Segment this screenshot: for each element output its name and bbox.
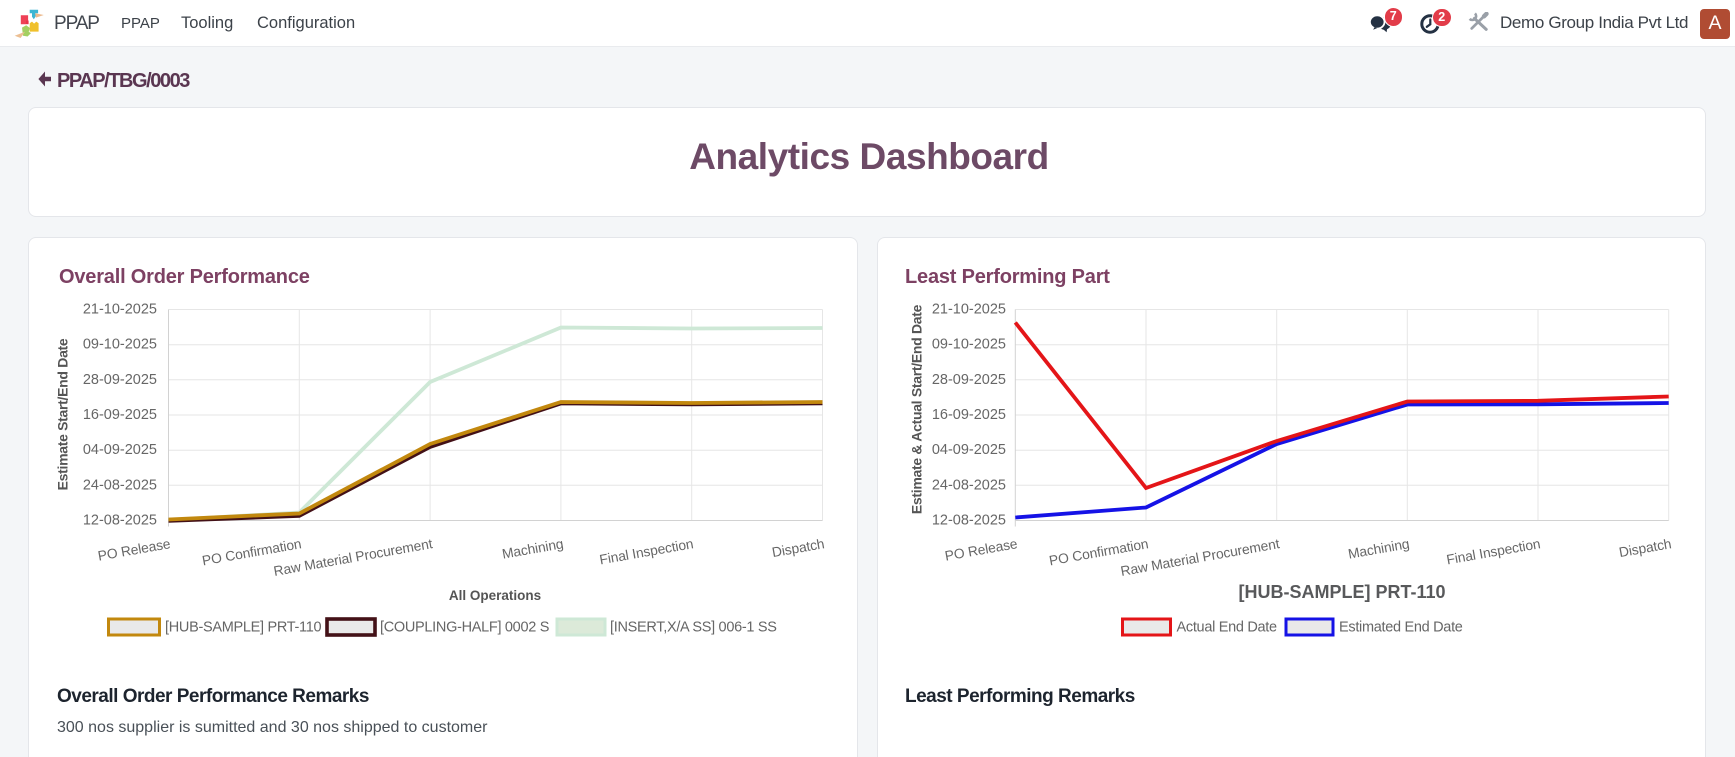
svg-text:12-08-2025: 12-08-2025 [83, 513, 157, 529]
svg-text:[HUB-SAMPLE] PRT-110: [HUB-SAMPLE] PRT-110 [1238, 582, 1445, 602]
svg-text:24-08-2025: 24-08-2025 [932, 477, 1006, 493]
svg-text:09-10-2025: 09-10-2025 [83, 337, 157, 353]
svg-text:24-08-2025: 24-08-2025 [83, 477, 157, 493]
svg-text:21-10-2025: 21-10-2025 [83, 302, 157, 318]
svg-text:Final Inspection: Final Inspection [1445, 536, 1541, 567]
svg-text:16-09-2025: 16-09-2025 [932, 407, 1006, 423]
svg-text:All Operations: All Operations [449, 588, 541, 603]
svg-text:04-09-2025: 04-09-2025 [83, 442, 157, 458]
svg-text:Estimate & Actual Start/End Da: Estimate & Actual Start/End Date [909, 304, 925, 514]
svg-text:PO Release: PO Release [944, 536, 1019, 564]
svg-text:Actual End Date: Actual End Date [1177, 620, 1278, 636]
svg-text:PO Release: PO Release [97, 536, 172, 564]
svg-text:Machining: Machining [1347, 536, 1411, 562]
svg-text:Estimate Start/End Date: Estimate Start/End Date [55, 338, 71, 490]
svg-text:[HUB-SAMPLE] PRT-110: [HUB-SAMPLE] PRT-110 [165, 620, 321, 636]
svg-text:[COUPLING-HALF] 0002 S: [COUPLING-HALF] 0002 S [380, 620, 549, 636]
svg-text:28-09-2025: 28-09-2025 [83, 372, 157, 388]
svg-text:12-08-2025: 12-08-2025 [932, 513, 1006, 529]
svg-text:04-09-2025: 04-09-2025 [932, 442, 1006, 458]
svg-text:Estimated End Date: Estimated End Date [1339, 620, 1463, 636]
svg-text:21-10-2025: 21-10-2025 [932, 302, 1006, 318]
svg-text:Machining: Machining [501, 536, 565, 562]
svg-text:Dispatch: Dispatch [1618, 536, 1673, 560]
svg-text:Dispatch: Dispatch [771, 536, 826, 560]
svg-text:09-10-2025: 09-10-2025 [932, 337, 1006, 353]
svg-text:Final Inspection: Final Inspection [598, 536, 694, 567]
svg-text:28-09-2025: 28-09-2025 [932, 372, 1006, 388]
svg-text:[INSERT,X/A SS] 006-1 SS: [INSERT,X/A SS] 006-1 SS [610, 620, 777, 636]
svg-text:16-09-2025: 16-09-2025 [83, 407, 157, 423]
